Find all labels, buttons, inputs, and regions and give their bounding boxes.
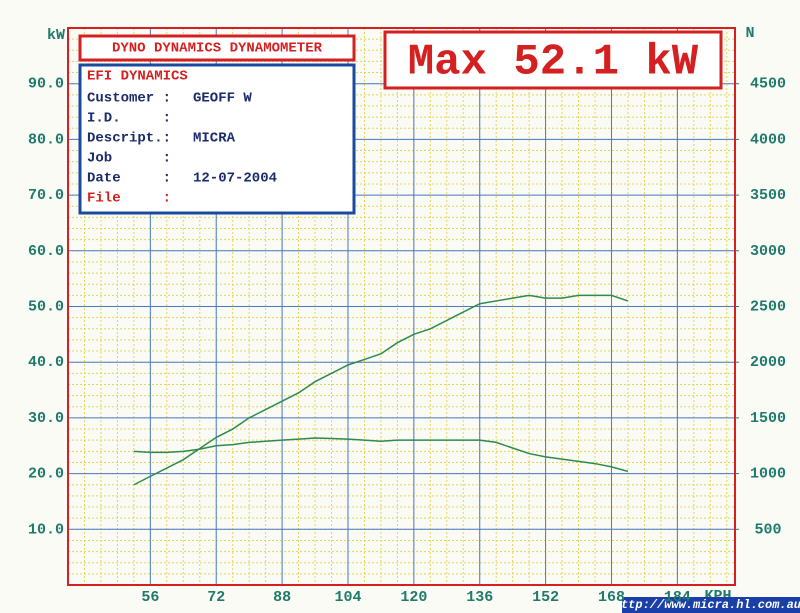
y2-tick-label: 4000	[750, 131, 786, 148]
y-axis-label: kW	[47, 27, 65, 44]
y2-tick-label: 1500	[750, 410, 786, 427]
y-tick-label: 80.0	[28, 131, 64, 148]
chart-title: DYNO DYNAMICS DYNAMOMETER	[112, 41, 323, 57]
max-annotation: Max 52.1 kW	[408, 38, 699, 88]
series-line	[133, 437, 629, 473]
y-tick-label: 20.0	[28, 466, 64, 483]
y-tick-label: 30.0	[28, 410, 64, 427]
x-tick-label: 56	[141, 589, 159, 606]
x-tick-label: 184	[664, 589, 691, 606]
y-tick-label: 90.0	[28, 76, 64, 93]
x-tick-label: 72	[207, 589, 225, 606]
y2-tick-label: 3000	[750, 243, 786, 260]
title-box	[78, 34, 356, 62]
y2-tick-label: 500	[754, 521, 781, 538]
info-label: Descript.:	[87, 131, 171, 147]
info-label: Customer :	[87, 91, 171, 107]
y2-tick-label: 2500	[750, 298, 786, 315]
info-value: 12-07-2004	[193, 171, 277, 187]
x-tick-label: 168	[598, 589, 625, 606]
max-box	[383, 30, 723, 90]
y2-axis-label: N	[745, 25, 754, 42]
watermark: http://www.micra.hl.com.au/	[614, 598, 800, 612]
watermark-bar	[622, 597, 800, 613]
x-tick-label: 88	[273, 589, 291, 606]
y-tick-label: 10.0	[28, 521, 64, 538]
y2-tick-label: 2000	[750, 354, 786, 371]
y2-tick-label: 4500	[750, 76, 786, 93]
x-tick-label: 152	[532, 589, 559, 606]
marks	[133, 294, 629, 486]
info-rows: Customer : GEOFF W I.D. : Descript.: MICRA Jo…	[87, 91, 277, 207]
info-label: File :	[87, 191, 171, 207]
info-box	[78, 63, 356, 215]
series-line	[133, 294, 629, 486]
info-value: MICRA	[193, 131, 236, 147]
x-tick-label: 136	[466, 589, 493, 606]
x-tick-label: 120	[400, 589, 427, 606]
y-tick-label: 50.0	[28, 298, 64, 315]
y-tick-label: 70.0	[28, 187, 64, 204]
y-tick-label: 40.0	[28, 354, 64, 371]
info-label: Job :	[87, 151, 171, 167]
info-label: Date :	[87, 171, 171, 187]
info-value: GEOFF W	[193, 91, 252, 107]
info-label: I.D. :	[87, 111, 171, 127]
y2-tick-label: 3500	[750, 187, 786, 204]
x-tick-label: 104	[334, 589, 361, 606]
info-heading: EFI DYNAMICS	[87, 69, 188, 85]
y2-tick-label: 1000	[750, 466, 786, 483]
y-tick-label: 60.0	[28, 243, 64, 260]
